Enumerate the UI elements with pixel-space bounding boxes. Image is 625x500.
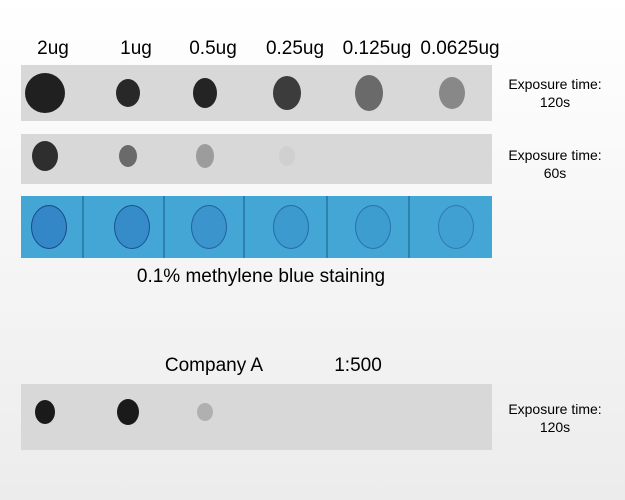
blot-dot	[35, 400, 55, 424]
stain-dot	[355, 205, 391, 249]
stain-dot	[31, 205, 67, 249]
stain-dot	[114, 205, 150, 249]
blot-dot	[279, 146, 295, 166]
company-blot-strip	[21, 384, 492, 450]
blot-dot	[439, 77, 465, 109]
amount-label: 0.5ug	[189, 38, 237, 59]
company-name: Company A	[164, 355, 264, 376]
stain-dot	[273, 205, 309, 249]
blot-dot	[196, 144, 214, 168]
stain-dot	[191, 205, 227, 249]
blot-strip-60s	[21, 134, 492, 184]
amount-label: 1ug	[120, 38, 152, 59]
exposure-label: Exposure time:	[508, 76, 602, 92]
exposure-label: Exposure time:	[508, 401, 602, 417]
exposure-value: 120s	[539, 94, 571, 110]
strip-separator	[326, 196, 328, 258]
dilution: 1:500	[334, 355, 382, 376]
blot-dot	[355, 75, 383, 111]
blot-dot	[273, 76, 301, 110]
blot-dot	[32, 141, 58, 171]
blot-dot	[119, 145, 137, 167]
strip-separator	[243, 196, 245, 258]
exposure-value: 120s	[539, 419, 571, 435]
amount-label: 2ug	[37, 38, 69, 59]
blot-dot	[193, 78, 217, 108]
amount-label: 0.0625ug	[420, 38, 500, 59]
stain-dot	[438, 205, 474, 249]
blot-dot	[117, 399, 139, 425]
amount-label: 0.25ug	[265, 38, 325, 59]
exposure-label: Exposure time:	[508, 147, 602, 163]
blot-dot	[197, 403, 213, 421]
exposure-120s: Exposure time: 120s	[497, 75, 613, 111]
methylene-blue-strip	[21, 196, 492, 258]
exposure-60s: Exposure time: 60s	[497, 146, 613, 182]
blot-dot	[25, 73, 65, 113]
amount-label: 0.125ug	[342, 38, 412, 59]
strip-separator	[408, 196, 410, 258]
staining-caption: 0.1% methylene blue staining	[136, 266, 386, 287]
blot-dot	[116, 79, 140, 107]
exposure-company: Exposure time: 120s	[497, 400, 613, 436]
strip-separator	[163, 196, 165, 258]
blot-strip-120s	[21, 65, 492, 121]
strip-separator	[82, 196, 84, 258]
exposure-value: 60s	[543, 165, 567, 181]
